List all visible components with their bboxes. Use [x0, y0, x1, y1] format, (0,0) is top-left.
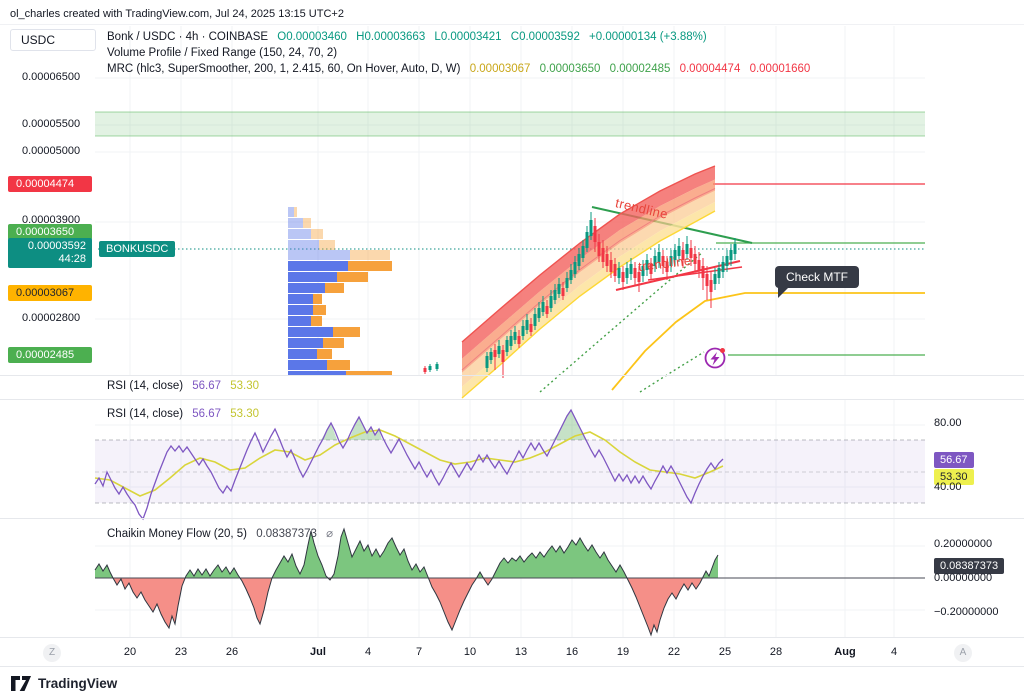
volume-profile-title[interactable]: Volume Profile / Fixed Range (150, 24, 7… [107, 47, 338, 59]
series-title[interactable]: Bonk / USDC · 4h · COINBASE [107, 31, 269, 43]
ohlc-close: C0.00003592 [510, 31, 580, 43]
time-axis-label: 20 [123, 646, 137, 658]
scale-value-badge: 56.67 [934, 452, 974, 468]
attribution-text: ol_charles created with TradingView.com,… [10, 8, 344, 20]
scale-label: 80.00 [934, 417, 962, 429]
time-axis-label: 26 [225, 646, 239, 658]
check-mtf-note[interactable]: Check MTF [775, 266, 860, 298]
price-scale-label: 0.00005000 [22, 145, 81, 157]
cmf-marker-icon: ⌀ [326, 528, 334, 540]
time-axis-label: Aug [834, 646, 856, 658]
cmf-panel-header[interactable]: Chaikin Money Flow (20, 5) 0.08387373 ⌀ [107, 526, 339, 540]
mrc-dotted-guide [639, 351, 705, 393]
volume-profile [288, 207, 392, 376]
cmf-positive-area [95, 529, 718, 578]
price-scale-label: 0.00005500 [22, 118, 81, 130]
pane-separator-1[interactable] [0, 375, 1024, 376]
rsi-collapsed-ma-value: 53.30 [230, 380, 260, 392]
mrc-legend-row[interactable]: MRC (hlc3, SuperSmoother, 200, 1, 2.415,… [107, 63, 816, 75]
price-level-badge: 0.00002485 [8, 347, 92, 363]
pane-separator-3[interactable] [0, 518, 1024, 519]
mrc-band [461, 165, 716, 399]
yellow-mean-line [611, 292, 925, 391]
symbol-search-box[interactable]: USDC [10, 29, 96, 51]
mrc-value-lower2: 0.00001660 [749, 63, 811, 75]
series-legend-row[interactable]: Bonk / USDC · 4h · COINBASE O0.00003460 … [107, 31, 713, 43]
price-scale-label: 0.00002800 [22, 312, 81, 324]
rsi-series-line [94, 408, 724, 521]
time-axis-label: 28 [769, 646, 783, 658]
tradingview-logo-icon[interactable] [10, 675, 32, 692]
cmf-pane [94, 519, 925, 637]
time-axis-label: 13 [514, 646, 528, 658]
mrc-value-upper1: 0.00003650 [539, 63, 601, 75]
rsi-ma-value: 53.30 [230, 408, 260, 420]
price-pane [95, 26, 925, 393]
price-level-badge: 0.00004474 [8, 176, 92, 192]
volume-profile-legend-row[interactable]: Volume Profile / Fixed Range (150, 24, 7… [107, 47, 343, 59]
trendline-drawing[interactable] [647, 266, 743, 281]
scale-value-badge: 53.30 [934, 469, 974, 485]
time-axis-label: 4 [890, 646, 898, 658]
rsi-value: 56.67 [192, 408, 222, 420]
supply-zone [95, 112, 925, 136]
current-price-badge: 0.00003592 44:28 [8, 238, 92, 268]
price-scale-label: 0.00006500 [22, 71, 81, 83]
time-axis-label: 16 [565, 646, 579, 658]
pane-separator-2[interactable] [0, 399, 1024, 400]
price-scale-label: 0.00003900 [22, 214, 81, 226]
time-axis-label: 22 [667, 646, 681, 658]
scale-label: 0.20000000 [934, 538, 993, 550]
time-axis-separator [0, 637, 1024, 638]
footer-separator [0, 666, 1024, 667]
time-axis-label: 4 [364, 646, 372, 658]
scale-value-badge: 0.08387373 [934, 558, 1005, 574]
time-axis-label: 19 [616, 646, 630, 658]
scale-label: 40.00 [934, 481, 962, 493]
mrc-title[interactable]: MRC (hlc3, SuperSmoother, 200, 1, 2.415,… [107, 63, 461, 75]
mrc-dotted-guide [539, 251, 704, 393]
ohlc-change: +0.00000134 (+3.88%) [589, 31, 707, 43]
scale-label: −0.20000000 [934, 606, 999, 618]
time-axis-chip-z[interactable]: Z [43, 644, 61, 662]
rsi-panel-header[interactable]: RSI (14, close) 56.67 53.30 [107, 408, 265, 420]
rsi-overbought-fill [553, 410, 586, 440]
time-axis-label: 25 [718, 646, 732, 658]
cmf-negative-area [95, 578, 718, 635]
price-level-badge: 0.00003650 [8, 224, 92, 240]
time-axis-label: Jul [310, 646, 326, 658]
ohlc-low: L0.00003421 [434, 31, 502, 43]
time-axis-chip-a[interactable]: A [954, 644, 972, 662]
mrc-value-upper2: 0.00004474 [679, 63, 741, 75]
cmf-title[interactable]: Chaikin Money Flow (20, 5) [107, 528, 247, 540]
rsi-pane [94, 400, 925, 521]
rsi-band [95, 440, 925, 503]
mrc-value-lower1: 0.00002485 [609, 63, 671, 75]
rsi-series-line [94, 429, 724, 497]
rsi-collapsed-title[interactable]: RSI (14, close) [107, 380, 184, 392]
mrc-value-mean: 0.00003067 [469, 63, 531, 75]
time-axis-label: 7 [415, 646, 423, 658]
price-level-badge: 0.00003067 [8, 285, 92, 301]
rsi-collapsed-row[interactable]: RSI (14, close) 56.67 53.30 [107, 380, 265, 392]
scale-label: 0.00000000 [934, 572, 993, 584]
time-axis-label: 23 [174, 646, 188, 658]
cmf-value: 0.08387373 [256, 528, 317, 540]
candles [423, 212, 737, 378]
ohlc-open: O0.00003460 [277, 31, 347, 43]
tradingview-wordmark[interactable]: TradingView [38, 676, 118, 691]
header-separator [0, 24, 1024, 25]
ohlc-high: H0.00003663 [356, 31, 426, 43]
lightning-drawing-icon[interactable] [704, 347, 726, 369]
rsi-title[interactable]: RSI (14, close) [107, 408, 184, 420]
bar-countdown: 44:28 [58, 253, 86, 265]
time-axis-label: 10 [463, 646, 477, 658]
price-line-symbol-tag[interactable]: BONKUSDC [99, 241, 176, 257]
rsi-collapsed-value: 56.67 [192, 380, 222, 392]
cmf-line [94, 527, 719, 637]
